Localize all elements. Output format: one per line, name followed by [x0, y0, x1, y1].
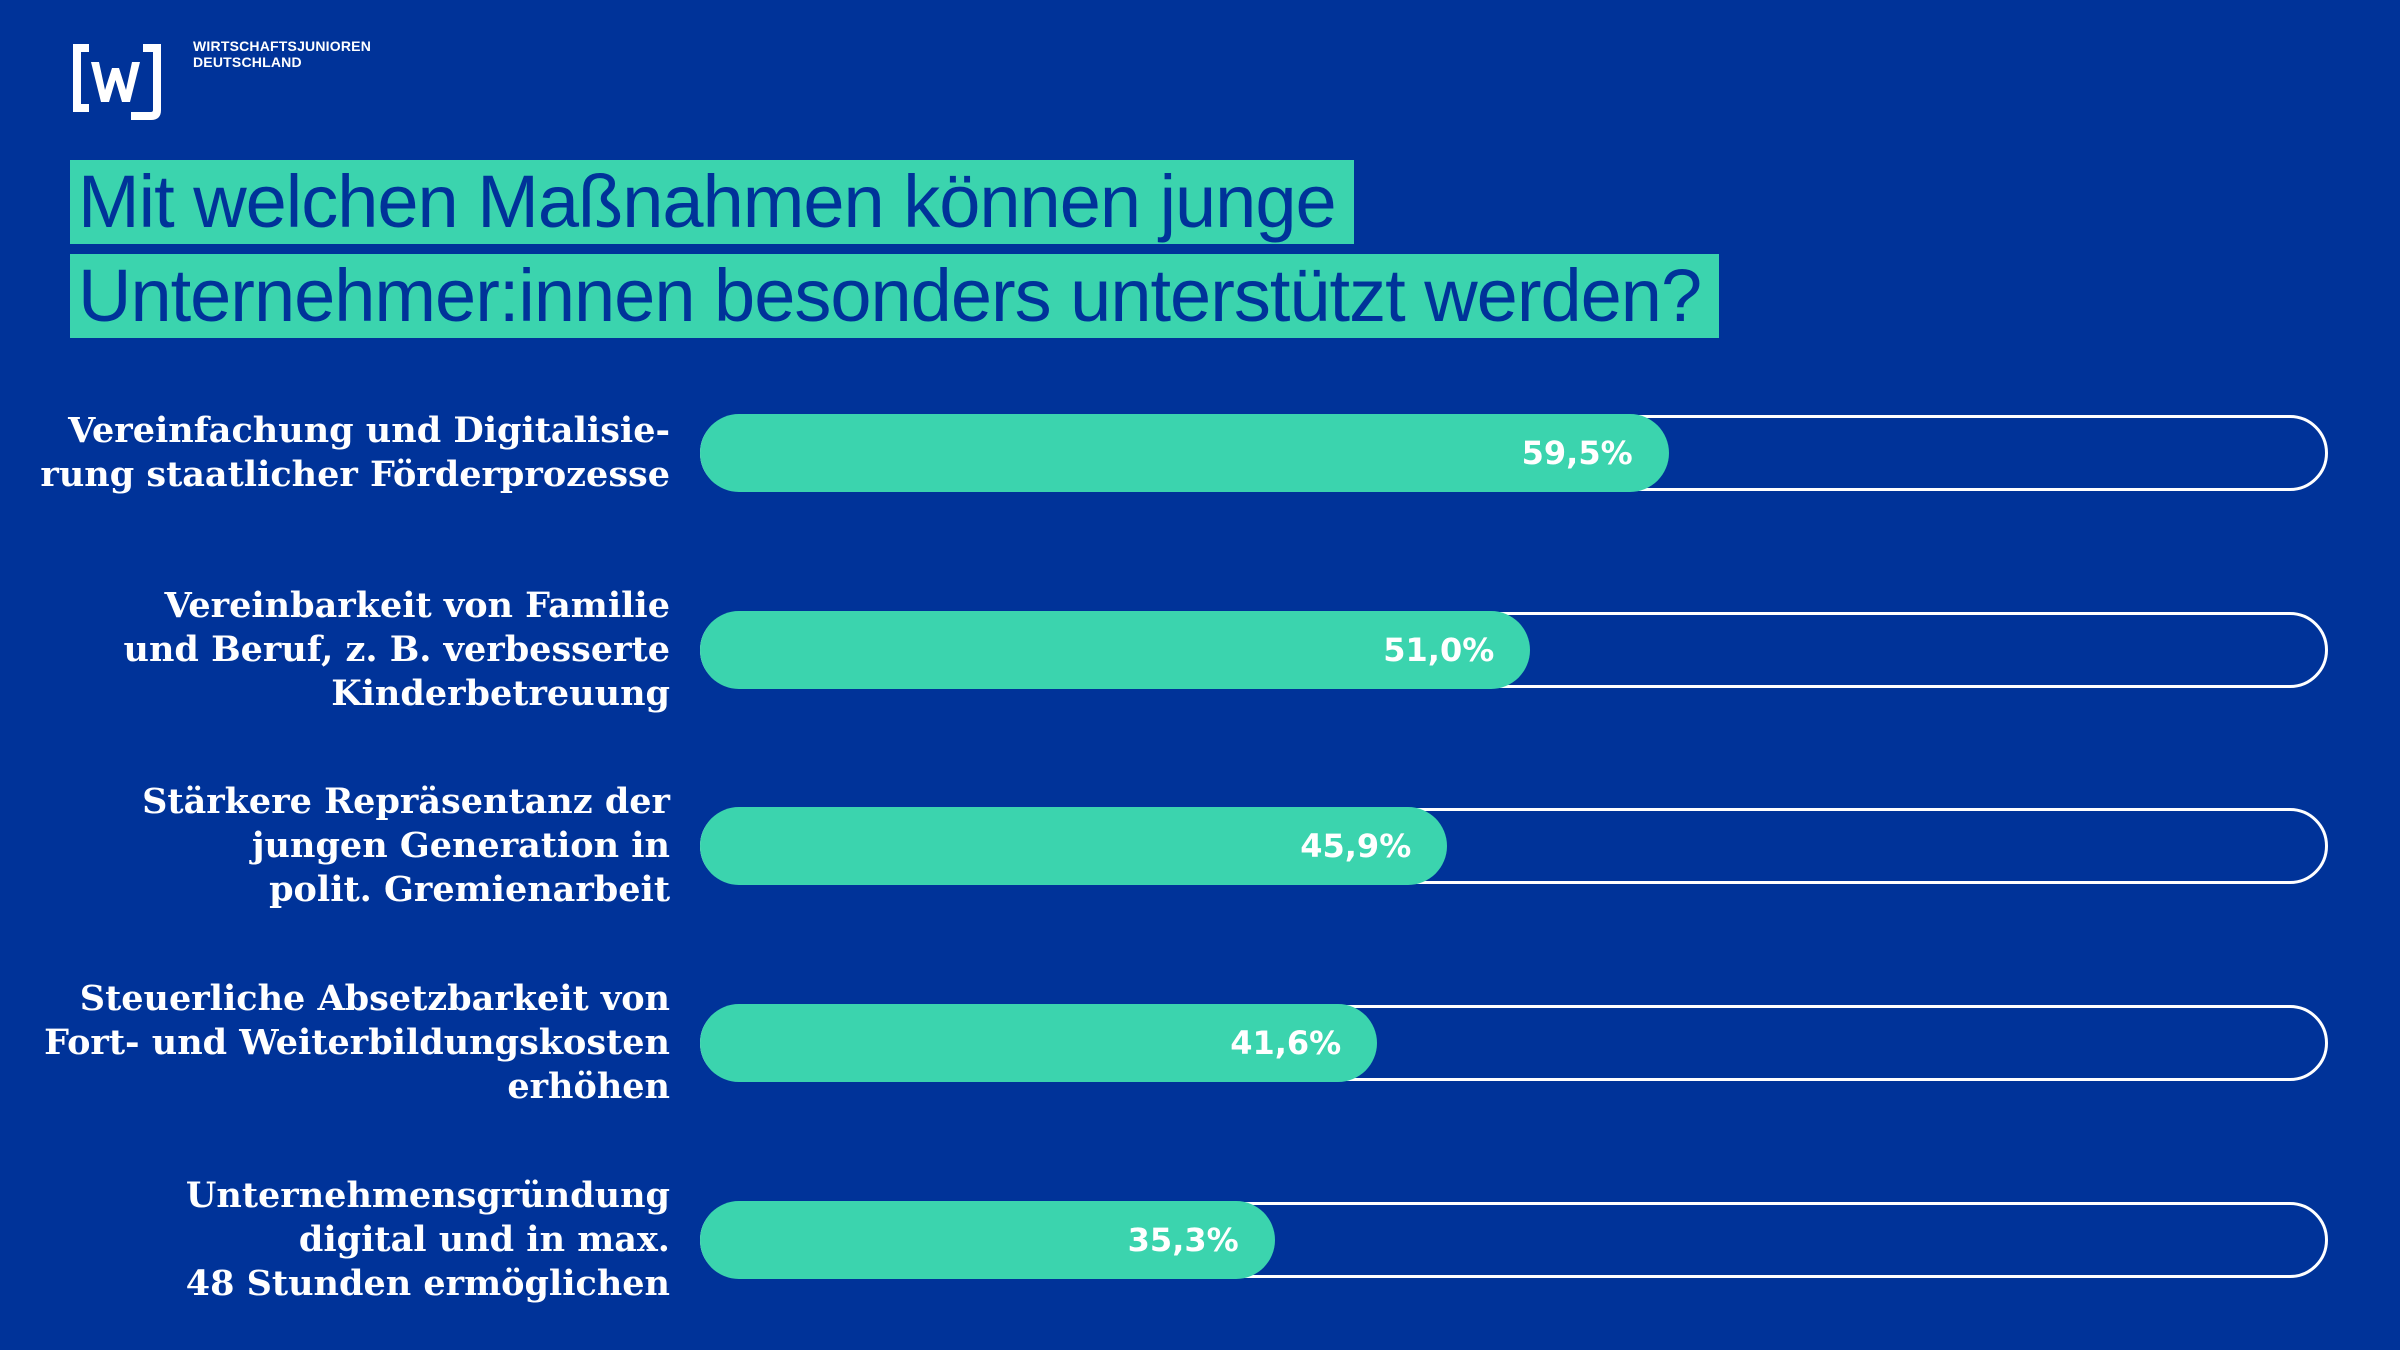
- data-label: 35,3%: [1127, 1221, 1239, 1259]
- category-label-line: Vereinbarkeit von Familie: [164, 585, 670, 626]
- bar: [700, 1004, 1378, 1082]
- category-label-line: Stärkere Repräsentanz der: [142, 781, 670, 822]
- category-label-line: und Beruf, z. B. verbesserte: [123, 629, 670, 670]
- data-label: 41,6%: [1230, 1024, 1342, 1062]
- bar: [700, 1201, 1275, 1279]
- category-label: Stärkere Repräsentanz der jungen Generati…: [30, 780, 670, 912]
- logo-wordmark: WIRTSCHAFTSJUNIOREN DEUTSCHLAND: [193, 38, 371, 70]
- data-label: 51,0%: [1383, 631, 1495, 669]
- category-label: Steuerliche Absetzbarkeit von Fort- und W…: [30, 977, 670, 1109]
- title-line-1: Mit welchen Maßnahmen können junge: [70, 160, 1354, 244]
- data-label: 59,5%: [1521, 434, 1633, 472]
- category-label-line: 48 Stunden ermöglichen: [185, 1263, 670, 1304]
- category-label-line: Kinderbetreuung: [331, 673, 670, 714]
- category-label-line: Steuerliche Absetzbarkeit von: [79, 978, 670, 1019]
- category-label-line: erhöhen: [507, 1066, 670, 1107]
- page-title: Mit welchen Maßnahmen können junge Unter…: [70, 160, 1720, 338]
- category-label-line: digital und in max.: [298, 1219, 670, 1260]
- category-label-line: jungen Generation in: [251, 825, 670, 866]
- category-label: Vereinfachung und Digitalisie-rung staat…: [30, 409, 670, 497]
- title-line-2: Unternehmer:innen besonders unterstützt …: [70, 254, 1720, 338]
- bar: [700, 807, 1448, 885]
- category-label: Vereinbarkeit von Familie und Beruf, z. B…: [30, 584, 670, 716]
- wj-logo-mark-icon: [73, 44, 161, 120]
- logo-line-2: DEUTSCHLAND: [193, 54, 302, 70]
- category-label-line: polit. Gremienarbeit: [269, 869, 670, 910]
- data-label: 45,9%: [1300, 827, 1412, 865]
- category-label-line: rung staatlicher Förderprozesse: [40, 454, 670, 495]
- bar: [700, 414, 1669, 492]
- category-label-line: Vereinfachung und Digitalisie-: [68, 410, 670, 451]
- category-label-line: Fort- und Weiterbildungskosten: [44, 1022, 670, 1063]
- category-label-line: Unternehmensgründung: [185, 1175, 670, 1216]
- logo-line-1: WIRTSCHAFTSJUNIOREN: [193, 38, 372, 54]
- logo: WIRTSCHAFTSJUNIOREN DEUTSCHLAND: [69, 38, 371, 122]
- bar: [700, 611, 1531, 689]
- category-label: Unternehmensgründung digital und in max. 4…: [30, 1174, 670, 1306]
